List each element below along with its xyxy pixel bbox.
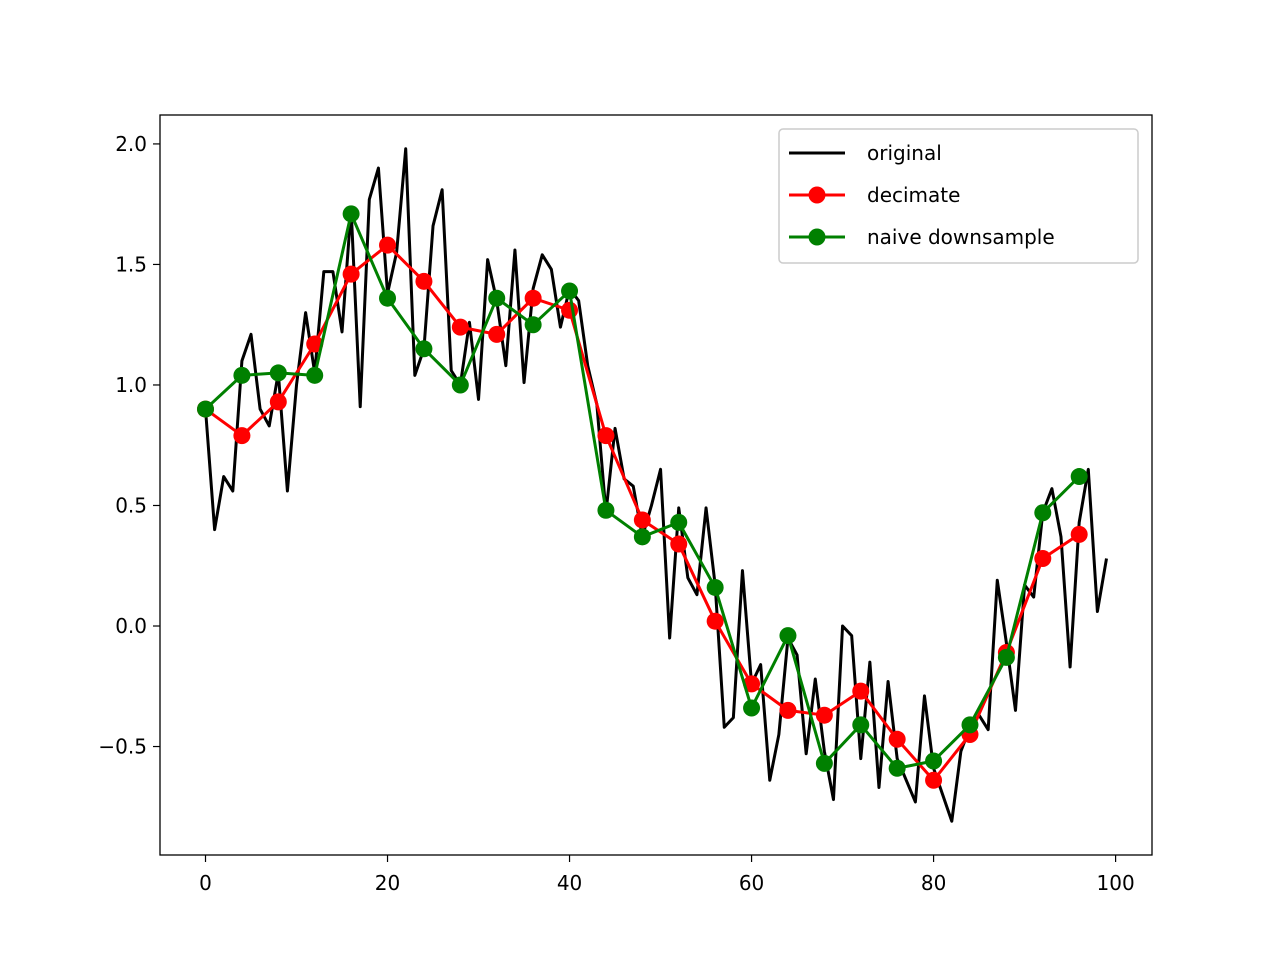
data-point-naive-downsample	[269, 364, 287, 382]
legend-item-decimate: decimate	[789, 183, 960, 207]
series-line-original	[204, 147, 1108, 823]
x-tick-label: 60	[739, 871, 764, 895]
data-point-naive-downsample	[488, 289, 506, 307]
data-point-naive-downsample	[197, 400, 214, 418]
data-point-decimate	[633, 511, 651, 529]
data-point-naive-downsample	[633, 528, 651, 546]
data-point-naive-downsample	[670, 513, 688, 531]
data-point-decimate	[706, 612, 724, 630]
y-tick-label: 0.5	[115, 493, 147, 517]
legend-box	[778, 128, 1139, 264]
data-point-naive-downsample	[852, 716, 870, 734]
data-point-decimate	[415, 272, 433, 290]
data-point-decimate	[852, 682, 870, 700]
data-point-naive-downsample	[561, 282, 579, 300]
data-point-decimate	[524, 289, 542, 307]
legend-marker	[808, 228, 826, 246]
data-point-naive-downsample	[779, 627, 797, 645]
data-point-decimate	[269, 393, 287, 411]
data-point-decimate	[597, 427, 615, 445]
data-point-naive-downsample	[415, 340, 433, 358]
data-point-decimate	[561, 301, 579, 319]
data-point-naive-downsample	[815, 754, 833, 772]
data-point-naive-downsample	[233, 366, 251, 384]
y-tick-label: 0.0	[115, 614, 147, 638]
y-tick-label: −0.5	[98, 735, 147, 759]
data-point-decimate	[888, 730, 906, 748]
legend-label: naive downsample	[867, 225, 1055, 249]
data-point-naive-downsample	[379, 289, 397, 307]
data-point-decimate	[379, 236, 397, 254]
plot-area	[197, 147, 1108, 823]
data-point-decimate	[670, 535, 688, 553]
data-point-decimate	[743, 675, 761, 693]
data-point-naive-downsample	[342, 205, 360, 223]
data-point-naive-downsample	[451, 376, 469, 394]
data-point-naive-downsample	[743, 699, 761, 717]
data-point-decimate	[1034, 550, 1052, 568]
data-point-naive-downsample	[997, 648, 1015, 666]
data-point-naive-downsample	[925, 752, 943, 770]
data-point-decimate	[488, 325, 506, 343]
x-tick-label: 0	[199, 871, 212, 895]
data-point-decimate	[779, 701, 797, 719]
axes-frame	[159, 114, 1153, 856]
series-original	[204, 147, 1108, 823]
x-tick-label: 100	[1097, 871, 1135, 895]
data-point-naive-downsample	[1070, 468, 1088, 486]
legend-item-original: original	[789, 141, 942, 165]
data-point-naive-downsample	[524, 316, 542, 334]
x-axis: 0 20 40 60 80 100	[199, 855, 1135, 895]
x-tick-label: 40	[557, 871, 582, 895]
legend-marker	[808, 186, 826, 204]
data-point-naive-downsample	[597, 501, 615, 519]
data-point-decimate	[306, 335, 324, 353]
data-point-naive-downsample	[888, 759, 906, 777]
legend-label: original	[867, 141, 942, 165]
data-point-naive-downsample	[706, 578, 724, 596]
data-point-decimate	[1070, 525, 1088, 543]
legend: original decimate naive downsample	[778, 128, 1139, 264]
y-tick-label: 1.5	[115, 252, 147, 276]
y-axis: −0.5 0.0 0.5 1.0 1.5 2.0	[98, 132, 160, 759]
x-tick-label: 80	[921, 871, 946, 895]
y-tick-label: 2.0	[115, 132, 147, 156]
data-point-decimate	[451, 318, 469, 336]
data-point-decimate	[233, 427, 251, 445]
data-point-decimate	[815, 706, 833, 724]
y-tick-label: 1.0	[115, 373, 147, 397]
legend-item-naive-downsample: naive downsample	[789, 225, 1055, 249]
data-point-naive-downsample	[1034, 504, 1052, 522]
data-point-decimate	[925, 771, 943, 789]
x-tick-label: 20	[375, 871, 400, 895]
data-point-naive-downsample	[961, 716, 979, 734]
data-point-naive-downsample	[306, 366, 324, 384]
series-naive-downsample	[197, 205, 1088, 777]
data-point-decimate	[342, 265, 360, 283]
legend-label: decimate	[867, 183, 960, 207]
